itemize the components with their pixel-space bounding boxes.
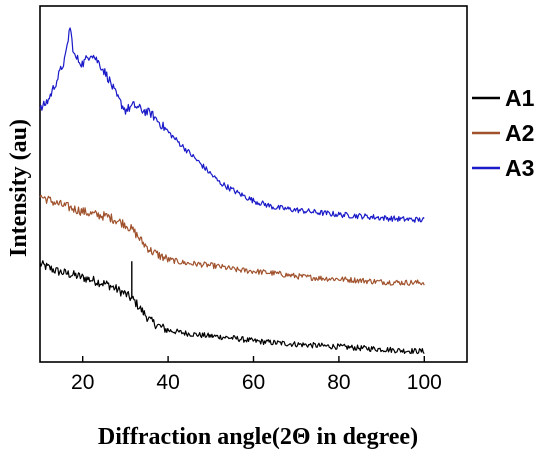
legend-label-a2: A2 <box>505 120 534 146</box>
series-layer <box>39 27 425 355</box>
x-tick-label-40: 40 <box>156 371 179 394</box>
legend: A1 A2 A3 <box>472 85 535 181</box>
x-tick-label-100: 100 <box>407 371 442 394</box>
legend-label-a3: A3 <box>505 155 534 181</box>
x-tick-label-60: 60 <box>242 371 265 394</box>
y-axis-label: Intensity (au) <box>6 119 32 257</box>
legend-label-a1: A1 <box>505 85 535 111</box>
x-axis-ticks: 20 40 60 80 100 <box>71 356 442 394</box>
x-tick-label-80: 80 <box>327 371 350 394</box>
series-line-a1 <box>39 260 425 355</box>
series-line-a2 <box>39 194 425 286</box>
x-tick-label-20: 20 <box>71 371 94 394</box>
x-axis-label: Diffraction angle(2Θ in degree) <box>98 424 418 450</box>
plot-frame <box>39 5 468 363</box>
series-line-a3 <box>39 27 425 223</box>
